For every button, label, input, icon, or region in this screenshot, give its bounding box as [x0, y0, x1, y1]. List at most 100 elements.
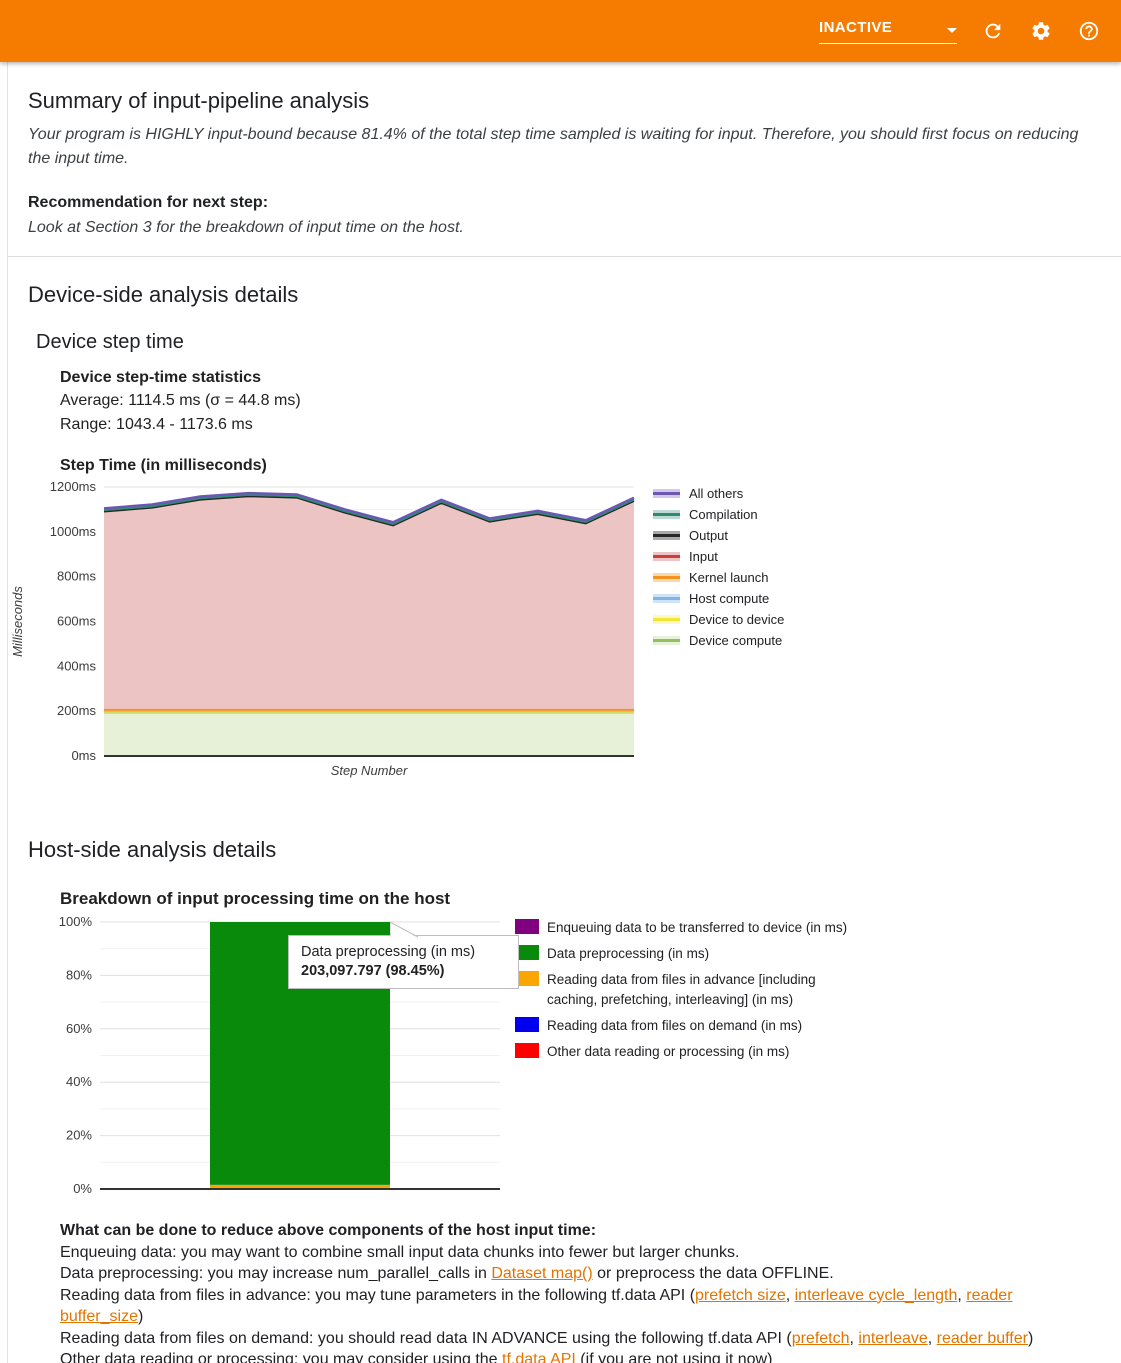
legend-swatch [653, 614, 680, 624]
legend-label: Reading data from files on demand (in ms… [547, 1018, 803, 1033]
refresh-button[interactable] [981, 19, 1005, 43]
legend-label: Kernel launch [689, 569, 769, 585]
legend-swatch [653, 488, 680, 498]
svg-text:100%: 100% [59, 914, 93, 929]
device-stats-title: Device step-time statistics [60, 369, 261, 386]
legend-item: Output [653, 527, 784, 543]
step-time-chart-title: Step Time (in milliseconds) [60, 457, 267, 474]
legend-swatch [515, 945, 539, 960]
recommendation-body: Look at Section 3 for the breakdown of i… [28, 219, 464, 236]
legend-label: Data preprocessing (in ms) [547, 946, 710, 961]
legend-label: Compilation [689, 506, 758, 522]
tip-line: Enqueuing data: you may want to combine … [60, 1242, 1090, 1264]
host-section-title: Host-side analysis details [28, 837, 277, 862]
tip-text: Reading data from files in advance: you … [60, 1286, 696, 1304]
tip-text: , [785, 1286, 795, 1304]
legend-item: Reading data from files in advance [incl… [515, 970, 865, 1010]
tip-text: Data preprocessing: you may increase num… [60, 1265, 492, 1282]
legend-swatch [653, 530, 680, 540]
host-breakdown-legend: Enqueuing data to be transferred to devi… [515, 918, 865, 1062]
svg-text:Milliseconds: Milliseconds [10, 586, 25, 657]
svg-text:0%: 0% [73, 1181, 92, 1196]
chevron-down-icon [947, 27, 957, 33]
legend-label: Enqueuing data to be transferred to devi… [547, 920, 848, 935]
doc-link[interactable]: prefetch [791, 1329, 850, 1347]
svg-text:400ms: 400ms [57, 658, 97, 673]
svg-text:200ms: 200ms [57, 703, 97, 718]
legend-swatch [653, 593, 680, 603]
legend-item: Reading data from files on demand (in ms… [515, 1016, 865, 1036]
legend-label: Device to device [689, 611, 785, 627]
legend-swatch [515, 919, 539, 934]
step-time-chart: 0ms 200ms 400ms 600ms 800ms 1000ms 1200ms Step … [0, 479, 1121, 781]
recommendation-label: Recommendation for next step: [28, 194, 269, 211]
doc-link[interactable]: tf.data API [502, 1351, 576, 1363]
svg-text:1200ms: 1200ms [50, 479, 97, 494]
help-button[interactable] [1077, 19, 1101, 43]
legend-swatch [653, 635, 680, 645]
legend-item: Compilation [653, 506, 784, 522]
svg-text:20%: 20% [66, 1128, 92, 1143]
tip-line: Reading data from files on demand: you s… [60, 1328, 1090, 1350]
legend-item: Device to device [653, 611, 785, 627]
gear-icon [1032, 22, 1050, 40]
legend-item: Input [653, 548, 784, 564]
svg-text:60%: 60% [66, 1021, 92, 1036]
legend-swatch [653, 572, 680, 582]
legend-swatch [653, 551, 680, 561]
tip-text: Enqueuing data: you may want to combine … [60, 1243, 740, 1261]
svg-text:800ms: 800ms [57, 569, 97, 584]
refresh-icon [985, 23, 1001, 39]
legend-label: All others [689, 485, 744, 501]
tip-line: Data preprocessing: you may increase num… [60, 1263, 1090, 1285]
tooltip-series-label: Data preprocessing (in ms) [301, 944, 476, 960]
section-divider [7, 256, 1121, 257]
tips-title: What can be done to reduce above compone… [60, 1222, 597, 1239]
legend-swatch [653, 509, 680, 519]
svg-text:600ms: 600ms [57, 614, 97, 629]
step-time-plot-area[interactable]: 0ms 200ms 400ms 600ms 800ms 1000ms 1200ms Step … [0, 479, 660, 781]
legend-item: All others [653, 485, 784, 501]
tooltip-value: 203,097.797 (98.45%) [301, 963, 445, 979]
device-stats-range: Range: 1043.4 - 1173.6 ms [60, 416, 253, 433]
host-breakdown-chart: 0% 20% 40% 60% 80% 100% Enqueuing data to be … [0, 914, 1121, 1206]
doc-link[interactable]: interleave cycle_length [794, 1286, 958, 1304]
doc-link[interactable]: Dataset map() [491, 1265, 593, 1282]
tip-line: Other data reading or processing: you ma… [60, 1349, 1090, 1363]
tip-text: , [927, 1329, 937, 1347]
legend-swatch [515, 1043, 539, 1058]
svg-text:40%: 40% [66, 1074, 92, 1089]
device-stats-average: Average: 1114.5 ms (σ = 44.8 ms) [60, 392, 301, 409]
host-chart-title: Breakdown of input processing time on th… [60, 889, 451, 908]
svg-text:0ms: 0ms [71, 748, 96, 763]
legend-label: Output [689, 527, 729, 543]
legend-item: Device compute [653, 632, 784, 648]
doc-link[interactable]: reader buffer [936, 1329, 1028, 1347]
legend-label: Input [689, 548, 718, 564]
run-status-dropdown[interactable]: INACTIVE [819, 19, 957, 44]
tip-text: , [957, 1286, 967, 1304]
doc-link[interactable]: interleave [858, 1329, 928, 1347]
svg-text:1000ms: 1000ms [50, 524, 97, 539]
device-step-time-title: Device step time [36, 331, 184, 353]
settings-button[interactable] [1029, 19, 1053, 43]
run-status-label: INACTIVE [819, 18, 893, 36]
legend-label: Device compute [689, 632, 783, 648]
legend-swatch [515, 971, 539, 986]
legend-label: Reading data from files in advance [incl… [547, 972, 816, 1007]
summary-section-title: Summary of input-pipeline analysis [28, 88, 370, 113]
tooltip-callout-arrow [390, 922, 419, 938]
tip-text: Reading data from files on demand: you s… [60, 1329, 792, 1347]
svg-text:Step Number: Step Number [331, 763, 408, 778]
tip-text: or preprocess the data OFFLINE. [592, 1265, 834, 1282]
summary-body-text: Your program is HIGHLY input-bound becau… [28, 126, 1079, 167]
legend-item: Other data reading or processing (in ms) [515, 1042, 865, 1062]
device-section-title: Device-side analysis details [28, 282, 299, 307]
svg-text:80%: 80% [66, 967, 92, 982]
doc-link[interactable]: prefetch size [695, 1286, 786, 1304]
app-header: INACTIVE [0, 0, 1121, 62]
legend-item: Host compute [653, 591, 784, 606]
doc-link[interactable]: reader buffer_size [60, 1286, 1013, 1326]
tip-text: (if you are not using it now) [575, 1351, 773, 1363]
